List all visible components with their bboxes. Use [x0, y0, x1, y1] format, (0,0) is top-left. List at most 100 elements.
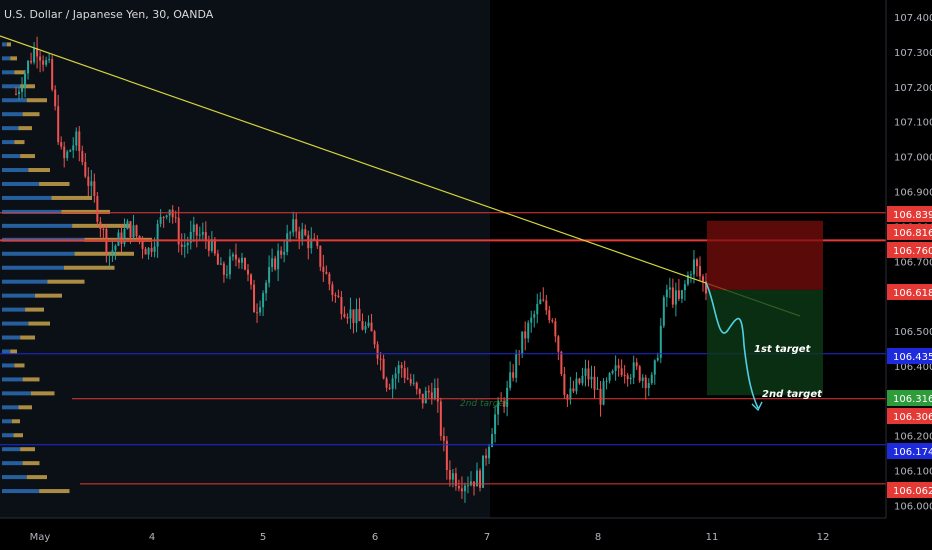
candle-body — [433, 387, 436, 400]
candle-body — [96, 195, 99, 222]
candle-body — [590, 376, 593, 380]
candle-body — [439, 401, 442, 436]
candle-body — [204, 232, 207, 241]
y-tick-label: 107.000 — [894, 153, 932, 164]
candle-body — [361, 321, 364, 330]
price-tag — [887, 224, 932, 240]
candle-body — [265, 282, 268, 294]
candle-body — [608, 373, 611, 381]
annotation-label: 2nd target — [762, 389, 823, 400]
volume-bar — [2, 112, 23, 117]
candle-body — [566, 394, 569, 400]
candle-body — [198, 234, 201, 236]
volume-bar — [39, 489, 70, 494]
candle-body — [442, 435, 445, 441]
candle-body — [524, 331, 527, 339]
volume-bar — [2, 447, 21, 452]
candle-body — [147, 248, 150, 255]
candle-body — [388, 387, 391, 389]
candle-body — [382, 358, 385, 379]
candle-body — [66, 151, 69, 159]
volume-bar — [2, 349, 11, 354]
candle-body — [617, 365, 620, 369]
candle-body — [340, 296, 343, 314]
candle-body — [343, 313, 346, 318]
y-tick-label: 107.400 — [894, 13, 932, 24]
candle-body — [129, 221, 132, 238]
candle-body — [581, 375, 584, 384]
volume-bar — [18, 405, 32, 410]
volume-bar — [2, 251, 75, 256]
candle-body — [313, 238, 316, 240]
candle-body — [379, 358, 382, 360]
price-tag-label: 106.316 — [893, 394, 932, 405]
volume-bar — [2, 489, 40, 494]
candle-body — [476, 470, 479, 487]
candle-body — [36, 48, 39, 57]
y-tick-label: 106.500 — [894, 327, 932, 338]
candle-body — [500, 400, 503, 402]
candle-body — [120, 232, 123, 244]
volume-bar — [22, 377, 40, 382]
candle-body — [406, 377, 409, 379]
volume-bar — [26, 475, 47, 480]
volume-bar — [18, 126, 32, 131]
volume-bar — [14, 140, 25, 145]
candle-body — [195, 224, 198, 236]
candle-body — [268, 267, 271, 283]
volume-bar — [20, 84, 35, 89]
candle-body — [554, 321, 557, 337]
candle-body — [69, 150, 72, 152]
candle-body — [132, 225, 135, 238]
candle-body — [563, 374, 566, 395]
candle-body — [210, 239, 213, 251]
candle-body — [286, 233, 289, 252]
candle-body — [298, 231, 301, 240]
candle-body — [228, 256, 231, 275]
volume-bar — [2, 307, 26, 312]
volume-bar — [10, 349, 17, 354]
candle-body — [292, 219, 295, 233]
candle-body — [102, 228, 105, 230]
candle-body — [21, 87, 24, 92]
candle-body — [153, 246, 156, 252]
candle-body — [698, 266, 701, 277]
candle-body — [412, 382, 415, 384]
candle-body — [494, 414, 497, 435]
candle-body — [542, 299, 545, 301]
candle-body — [231, 254, 234, 257]
candle-body — [240, 257, 243, 263]
volume-bar — [2, 335, 21, 340]
y-tick-label: 106.400 — [894, 362, 932, 373]
candle-body — [705, 281, 707, 294]
candle-body — [189, 231, 192, 243]
candle-body — [391, 378, 394, 389]
candle-body — [448, 470, 451, 480]
candle-body — [587, 368, 590, 380]
y-tick-label: 106.200 — [894, 432, 932, 443]
candle-body — [219, 263, 222, 265]
volume-bar — [2, 377, 23, 382]
candle-body — [253, 284, 256, 313]
candle-body — [63, 146, 66, 159]
candle-body — [659, 325, 662, 358]
y-tick-label: 107.100 — [894, 118, 932, 129]
volume-bar — [2, 84, 21, 89]
candle-body — [331, 284, 334, 296]
x-tick-label: 12 — [817, 532, 830, 543]
candle-body — [527, 322, 530, 339]
price-tag-label: 106.760 — [893, 246, 932, 257]
candle-body — [177, 217, 180, 245]
volume-bar — [22, 461, 40, 466]
candle-body — [165, 215, 168, 218]
candle-body — [701, 276, 704, 282]
candle-body — [141, 239, 144, 249]
candle-body — [584, 368, 587, 376]
candle-body — [24, 73, 27, 88]
candle-body — [545, 300, 548, 311]
candle-body — [349, 309, 352, 319]
candle-body — [283, 251, 286, 255]
candle-body — [394, 373, 397, 379]
volume-bar — [2, 419, 12, 424]
